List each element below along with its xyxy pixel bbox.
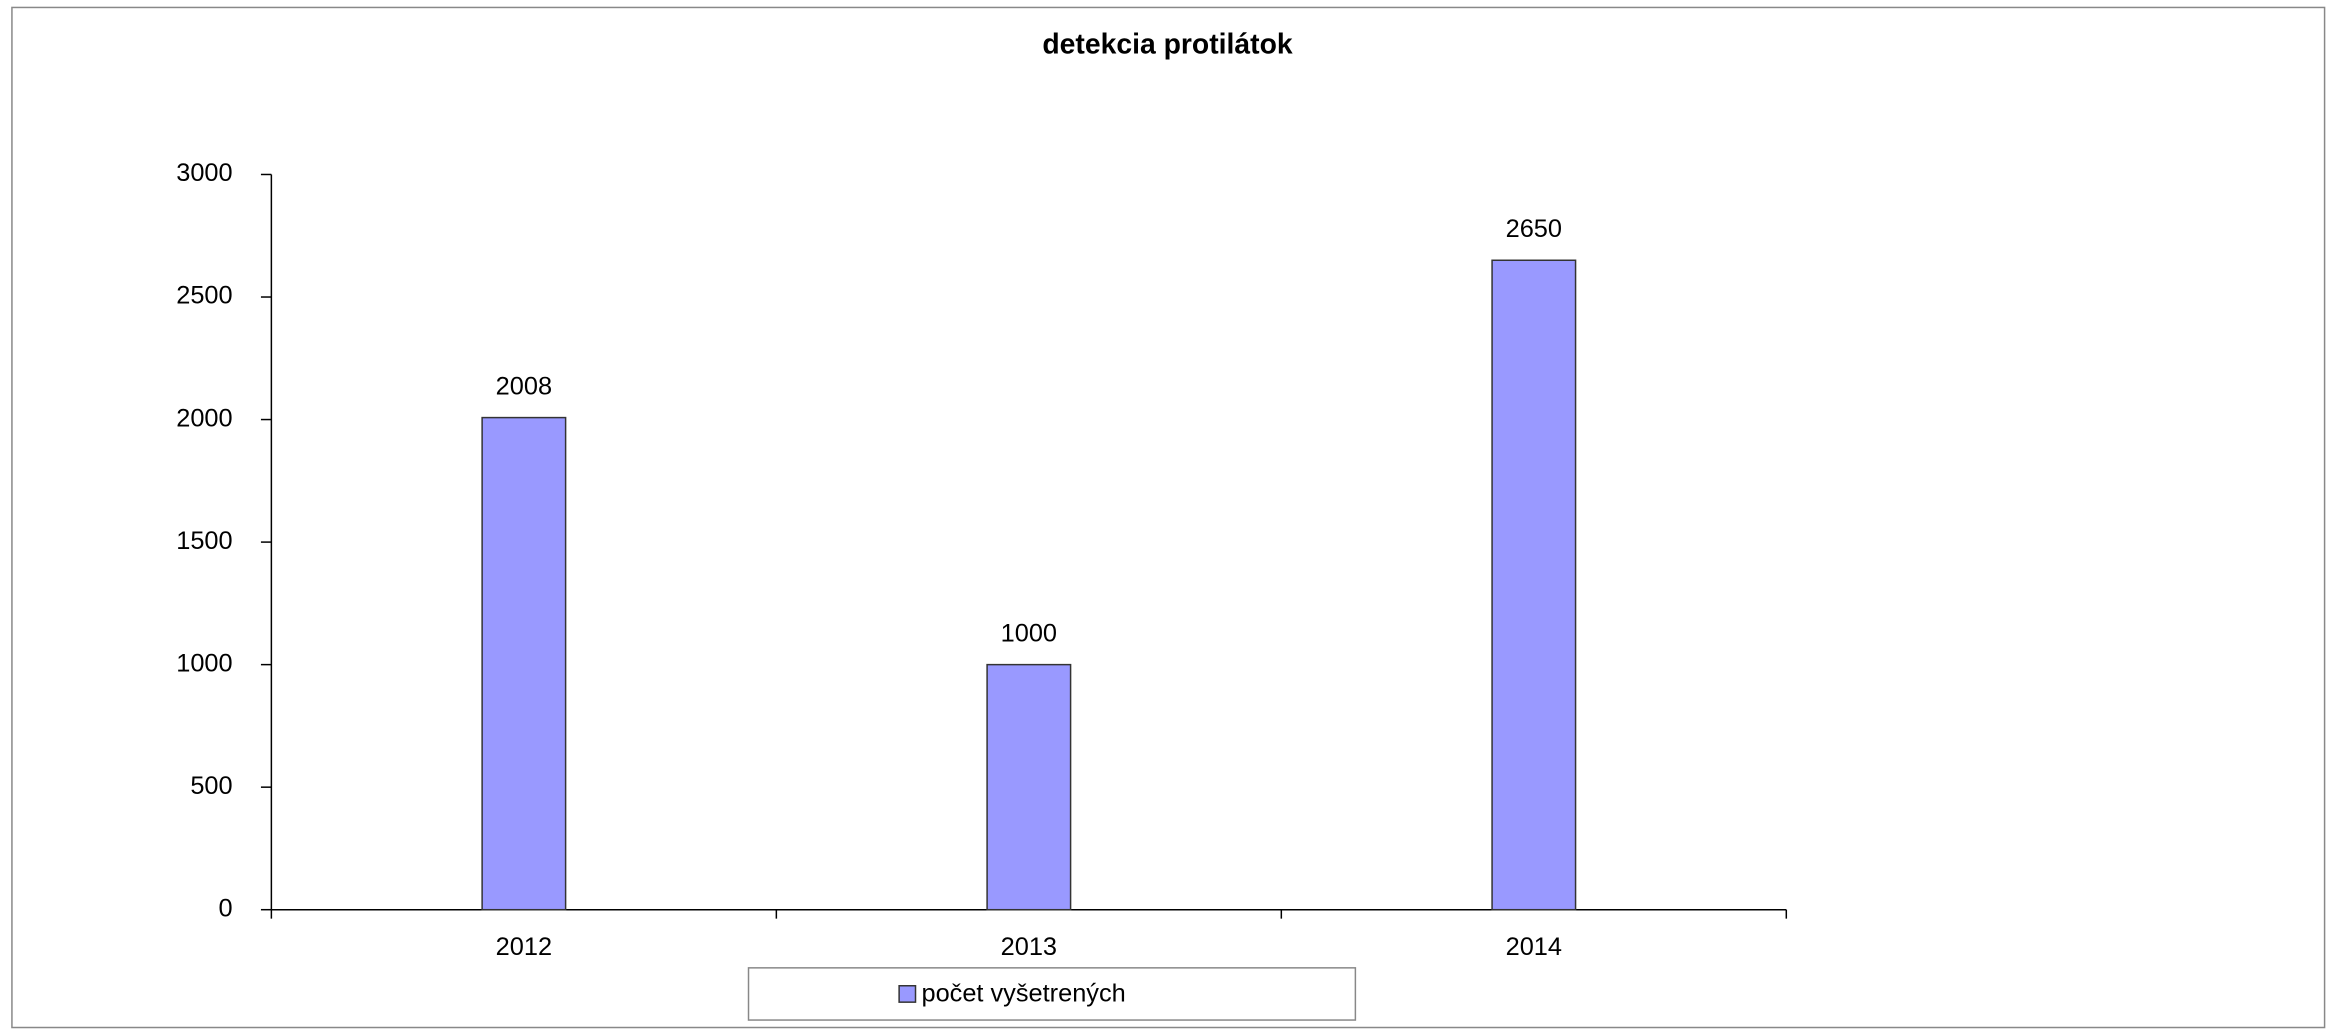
y-tick-label: 1000 [176,649,232,677]
y-tick-label: 1500 [176,527,232,555]
y-tick-label: 500 [190,772,232,800]
y-tick-label: 2500 [176,282,232,310]
chart-frame [12,7,2325,1027]
legend-label: počet vyšetrených [921,979,1125,1007]
data-label: 2008 [496,372,552,400]
legend-swatch [899,986,915,1002]
data-label: 2650 [1506,215,1562,243]
bar [482,418,566,910]
chart: detekcia protilátok 0 500 1000 1500 2000 2500… [0,0,2338,1029]
y-tick-label: 0 [218,894,232,922]
x-tick-label: 2012 [496,933,552,961]
data-label: 1000 [1001,620,1057,648]
y-tick-label: 2000 [176,404,232,432]
x-tick-label: 2014 [1506,933,1562,961]
bar [1492,260,1576,909]
chart-title: detekcia protilátok [1042,29,1293,61]
y-tick-label: 3000 [176,159,232,187]
bar [987,665,1070,910]
page: {"chart_data": {"type": "bar", "title": … [0,0,2338,1029]
x-tick-label: 2013 [1001,933,1057,961]
